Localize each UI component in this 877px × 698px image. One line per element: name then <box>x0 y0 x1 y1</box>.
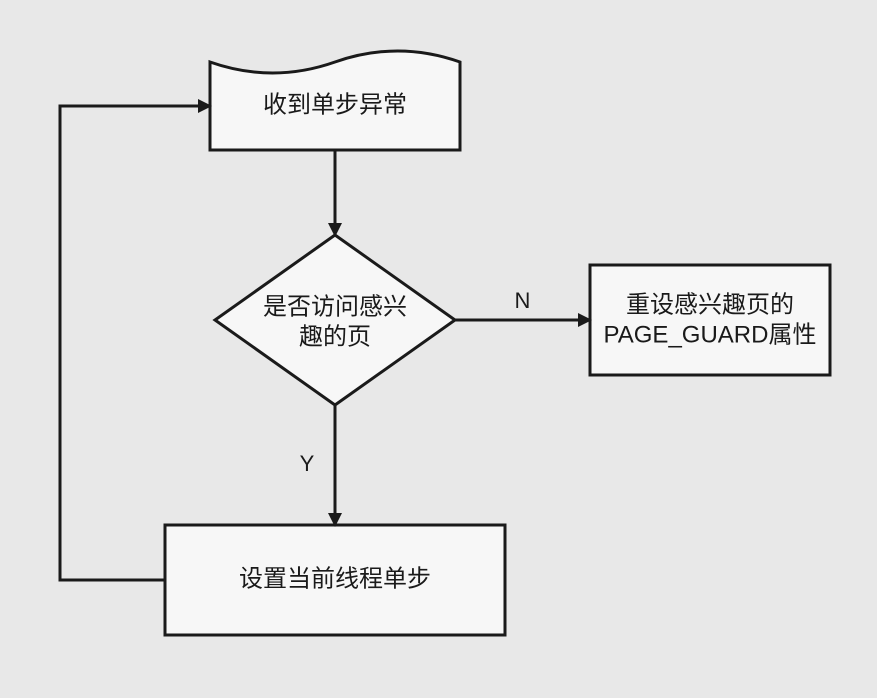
node-bottom-label: 设置当前线程单步 <box>239 565 431 592</box>
edge-label-yes: Y <box>300 451 315 476</box>
node-start-label: 收到单步异常 <box>263 91 407 118</box>
node-right-label-1: 重设感兴趣页的 <box>626 291 794 318</box>
flowchart-canvas: 收到单步异常 是否访问感兴 趣的页 重设感兴趣页的 PAGE_GUARD属性 设… <box>0 0 877 698</box>
edge-label-no: N <box>515 288 531 313</box>
node-decision-label-1: 是否访问感兴 <box>263 293 407 320</box>
edge-bottom-to-start <box>60 106 210 580</box>
node-start: 收到单步异常 <box>210 51 460 150</box>
node-decision: 是否访问感兴 趣的页 <box>215 235 455 405</box>
node-reset-pageguard: 重设感兴趣页的 PAGE_GUARD属性 <box>590 265 830 375</box>
node-decision-label-2: 趣的页 <box>299 323 371 350</box>
node-right-label-2: PAGE_GUARD属性 <box>604 321 817 348</box>
node-set-singlestep: 设置当前线程单步 <box>165 525 505 635</box>
